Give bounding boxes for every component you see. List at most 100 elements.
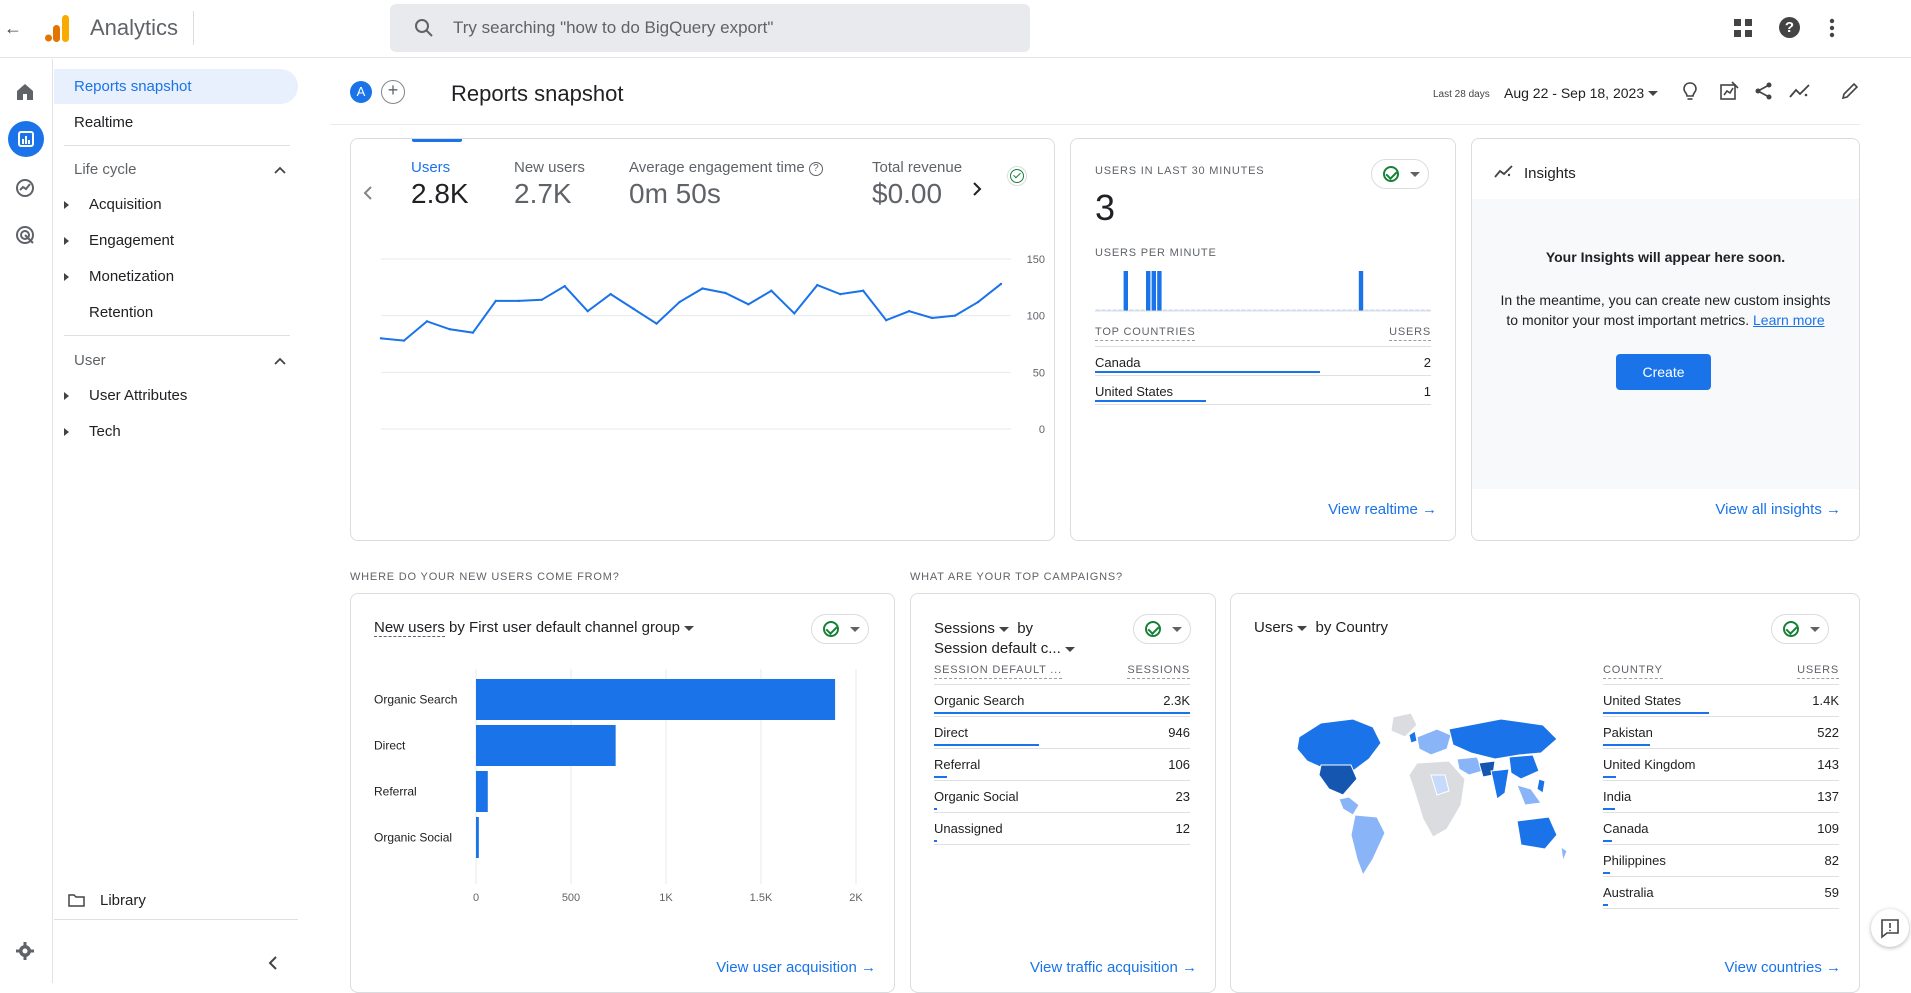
status-check-dropdown[interactable]: [1771, 614, 1829, 644]
nav-item-acquisition[interactable]: Acquisition: [54, 188, 298, 222]
status-check-dropdown[interactable]: [1133, 614, 1191, 644]
chevron-up-icon[interactable]: [274, 166, 286, 174]
nav-section-user[interactable]: User: [74, 352, 106, 369]
share-bar: [1603, 776, 1616, 778]
view-countries-link[interactable]: View countries →: [1725, 959, 1841, 976]
minute-bar: [1381, 309, 1386, 311]
add-comparison-button[interactable]: +: [381, 80, 405, 104]
minute-bar: [1118, 309, 1123, 311]
table-row[interactable]: Canada 109: [1603, 813, 1839, 845]
table-row[interactable]: Canada 2: [1095, 347, 1431, 376]
dimension-selector[interactable]: Session default c...: [934, 640, 1061, 657]
nav-label: Reports snapshot: [74, 78, 192, 95]
nav-item-user-attributes[interactable]: User Attributes: [54, 379, 298, 413]
avatar[interactable]: A: [350, 81, 372, 103]
metric-label: Average engagement time: [629, 159, 805, 176]
row-value: 59: [1824, 885, 1839, 900]
table-row[interactable]: Referral 106: [934, 749, 1190, 781]
advertising-icon[interactable]: [15, 225, 35, 245]
nav-label: Acquisition: [89, 196, 162, 213]
feedback-button[interactable]: [1871, 909, 1909, 947]
help-circle-icon[interactable]: ?: [808, 162, 823, 176]
table-row[interactable]: Pakistan 522: [1603, 717, 1839, 749]
customize-report-icon[interactable]: [1719, 81, 1739, 101]
lightbulb-icon[interactable]: [1682, 81, 1698, 103]
nav-item-retention[interactable]: Retention: [54, 296, 298, 330]
insights-trend-icon[interactable]: [1789, 83, 1811, 99]
chevron-down-icon: [1064, 646, 1075, 652]
edit-pencil-icon[interactable]: [1841, 82, 1859, 100]
metric-tab-total-revenue[interactable]: Total revenue $0.00: [872, 159, 962, 219]
collapse-nav-icon[interactable]: [268, 955, 278, 971]
divider: [64, 335, 290, 336]
chevron-right-icon[interactable]: [972, 181, 982, 197]
category-label: Referral: [374, 785, 417, 799]
view-realtime-link[interactable]: View realtime →: [1328, 501, 1437, 518]
minute-bar: [1112, 309, 1117, 311]
chevron-left-icon[interactable]: [363, 185, 373, 201]
table-row[interactable]: United States 1.4K: [1603, 685, 1839, 717]
view-traffic-acquisition-link[interactable]: View traffic acquisition →: [1030, 959, 1197, 976]
row-divider: [1603, 716, 1839, 717]
y-tick-label: 150: [1027, 254, 1045, 266]
minute-bar: [1414, 309, 1420, 311]
metric-tab-engagement-time[interactable]: Average engagement time ? 0m 50s: [629, 159, 829, 219]
dimension-text: by First user default channel group: [449, 619, 680, 636]
table-row[interactable]: Australia 59: [1603, 877, 1839, 909]
metric-selector[interactable]: New users: [374, 619, 445, 637]
nav-realtime[interactable]: Realtime: [54, 105, 298, 139]
learn-more-link[interactable]: Learn more: [1753, 312, 1825, 328]
table-row[interactable]: Unassigned 12: [934, 813, 1190, 845]
view-all-insights-link[interactable]: View all insights →: [1715, 501, 1841, 518]
create-insight-button[interactable]: Create: [1616, 354, 1711, 390]
back-arrow-icon[interactable]: ←: [4, 18, 22, 38]
category-label: Organic Search: [374, 693, 457, 707]
search-input[interactable]: Try searching "how to do BigQuery export…: [453, 18, 774, 37]
table-row[interactable]: Organic Search 2.3K: [934, 685, 1190, 717]
metric-tab-users[interactable]: Users 2.8K: [411, 159, 491, 219]
metric-tab-new-users[interactable]: New users 2.7K: [514, 159, 624, 219]
metric-selector[interactable]: Users: [1254, 619, 1294, 636]
share-bar: [1095, 400, 1206, 402]
status-check-dropdown[interactable]: [811, 614, 869, 644]
link-label: View user acquisition: [716, 959, 857, 976]
home-icon[interactable]: [15, 82, 35, 101]
chevron-up-icon[interactable]: [274, 357, 286, 365]
admin-gear-icon[interactable]: [15, 941, 35, 961]
main-content: A + Reports snapshot Last 28 days Aug 22…: [330, 59, 1911, 993]
nav-reports-snapshot[interactable]: Reports snapshot: [54, 69, 298, 104]
minute-bar: [1308, 309, 1313, 311]
table-row[interactable]: Philippines 82: [1603, 845, 1839, 877]
table-row[interactable]: Organic Social 23: [934, 781, 1190, 813]
data-point: [884, 319, 888, 322]
metric-selector[interactable]: Sessions: [934, 620, 995, 637]
explore-icon[interactable]: [15, 178, 35, 198]
help-icon[interactable]: ?: [1779, 17, 1800, 38]
table-row[interactable]: United States 1: [1095, 376, 1431, 405]
countries-card-title[interactable]: Users by Country: [1254, 619, 1388, 636]
search-box[interactable]: Try searching "how to do BigQuery export…: [390, 4, 1030, 52]
view-user-acquisition-link[interactable]: View user acquisition →: [716, 959, 876, 976]
new-users-bar-chart: 0 500 1K 1.5K 2K Organic Search Direct Referral…: [374, 669, 863, 904]
minute-bar: [1398, 309, 1403, 311]
x-tick-label: 500: [562, 892, 580, 904]
table-row[interactable]: Direct 946: [934, 717, 1190, 749]
apps-grid-icon[interactable]: [1734, 19, 1752, 37]
nav-section-lifecycle[interactable]: Life cycle: [74, 161, 137, 178]
nav-item-monetization[interactable]: Monetization: [54, 260, 298, 294]
nav-library[interactable]: Library: [68, 890, 288, 912]
campaigns-card-title[interactable]: Sessions by Session default c...: [934, 619, 1075, 659]
date-range-picker[interactable]: Aug 22 - Sep 18, 2023: [1504, 85, 1674, 105]
more-vert-icon[interactable]: [1829, 18, 1835, 38]
minute-bar: [1426, 309, 1431, 311]
acquisition-card-title[interactable]: New users by First user default channel …: [374, 619, 694, 637]
reports-icon[interactable]: [8, 121, 44, 157]
table-row[interactable]: India 137: [1603, 781, 1839, 813]
date-caption: Last 28 days: [1433, 89, 1490, 100]
nav-item-engagement[interactable]: Engagement: [54, 224, 298, 258]
share-bar: [1603, 904, 1608, 906]
status-check-dropdown[interactable]: [1371, 159, 1429, 189]
share-icon[interactable]: [1754, 81, 1774, 101]
nav-item-tech[interactable]: Tech: [54, 415, 298, 449]
table-row[interactable]: United Kingdom 143: [1603, 749, 1839, 781]
